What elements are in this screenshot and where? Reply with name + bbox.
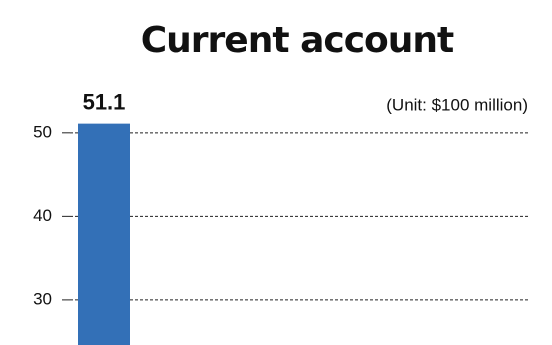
y-tick-label: 50 bbox=[33, 122, 52, 141]
unit-label: (Unit: $100 million) bbox=[386, 95, 528, 114]
y-tick-label: 40 bbox=[33, 206, 52, 225]
value-label: 51.1 bbox=[83, 89, 126, 114]
bar bbox=[78, 123, 130, 345]
chart-title: Current account bbox=[141, 20, 454, 61]
y-tick-label: 30 bbox=[33, 289, 52, 308]
